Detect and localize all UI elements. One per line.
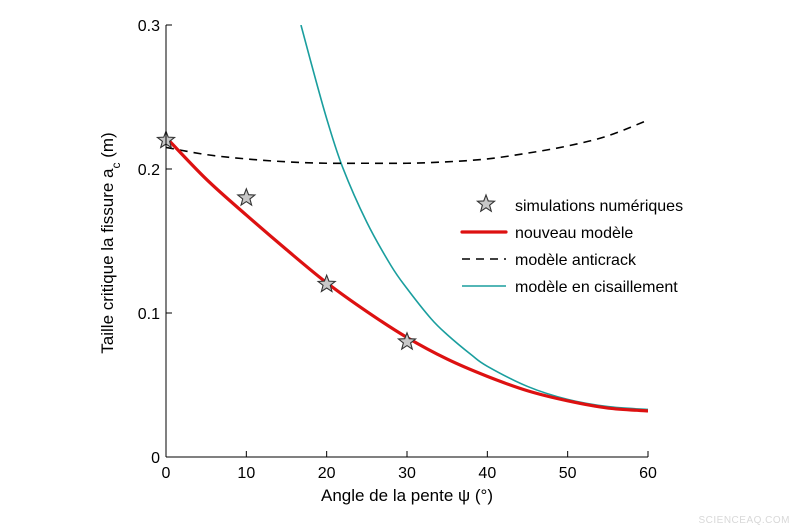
ticks: 0 10 20 30 40 50 60 0 0.1 0.2 0.3	[138, 18, 657, 482]
data-point-star	[236, 187, 257, 207]
legend-marker-star	[475, 193, 497, 213]
x-tick-label: 30	[398, 465, 416, 482]
x-tick-label: 0	[162, 465, 171, 482]
x-tick-label: 50	[559, 465, 577, 482]
data-point-star	[396, 331, 418, 351]
series-line-solid-thin	[300, 25, 648, 411]
series-line-solid-thick	[166, 135, 648, 413]
legend: simulations numériques nouveau modèle modè…	[460, 193, 683, 296]
legend-label: simulations numériques	[515, 198, 683, 215]
y-axis-label-unit: (m)	[98, 132, 117, 162]
y-tick-label: 0.2	[138, 162, 160, 179]
x-tick-label: 40	[478, 465, 496, 482]
x-tick-label: 60	[639, 465, 657, 482]
legend-label: modèle en cisaillement	[515, 279, 678, 296]
y-axis-label: Taille critique la fissure ac (m)	[98, 132, 123, 353]
data-point-star	[316, 273, 337, 293]
series-line-dashed	[166, 119, 648, 165]
legend-label: nouveau modèle	[515, 225, 633, 242]
y-axis-label-main: Taille critique la fissure a	[98, 168, 117, 354]
plot-lines	[166, 25, 648, 413]
y-axis-label-subscript: c	[109, 163, 123, 169]
y-tick-label: 0.1	[138, 306, 160, 323]
x-tick-label: 10	[237, 465, 255, 482]
legend-label: modèle anticrack	[515, 252, 637, 269]
watermark: SCIENCEAQ.COM	[698, 515, 790, 526]
x-tick-label: 20	[318, 465, 336, 482]
y-tick-label: 0	[151, 450, 160, 467]
x-axis-label: Angle de la pente ψ (°)	[321, 486, 493, 505]
y-tick-label: 0.3	[138, 18, 160, 35]
